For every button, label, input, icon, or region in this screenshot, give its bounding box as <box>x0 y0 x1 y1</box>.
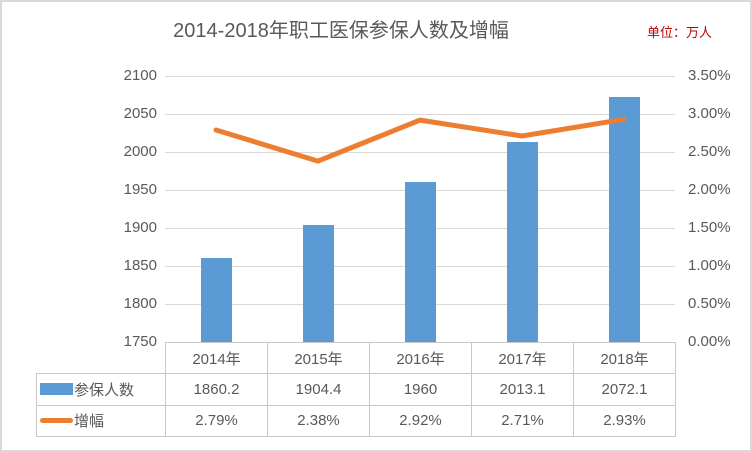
trend-line <box>213 116 627 164</box>
data-table: 2014年 2015年 2016年 2017年 2018年参保人数 1860.2 1904.… <box>36 341 676 438</box>
legend-cell: 参保人数 <box>36 373 166 406</box>
table-value-cell: 1860.2 <box>165 373 268 406</box>
left-axis-tick-label: 2000 <box>123 143 157 160</box>
chart-title: 2014-2018年职工医保参保人数及增幅 <box>173 20 509 42</box>
left-axis-tick-label: 1900 <box>123 219 157 236</box>
bar <box>303 224 334 342</box>
series-label: 增幅 <box>74 413 105 431</box>
right-axis-tick-label: 3.50% <box>688 67 731 84</box>
right-axis-tick-label: 0.50% <box>688 295 731 312</box>
right-axis-tick-label: 2.00% <box>688 181 731 198</box>
left-axis-tick-label: 1950 <box>123 181 157 198</box>
right-axis-tick-label: 2.50% <box>688 143 731 160</box>
gridline <box>165 114 675 115</box>
line-legend-swatch <box>40 418 73 424</box>
legend-key: 增幅 <box>37 410 165 431</box>
left-axis-tick-label: 2100 <box>123 67 157 84</box>
table-data-row: 参保人数 1860.2 1904.4 1960 2013.1 2072.1 <box>36 373 676 406</box>
table-value-cell: 2.79% <box>165 404 268 438</box>
left-axis-tick-label: 1800 <box>123 295 157 312</box>
bar <box>405 182 436 342</box>
table-corner-cell <box>36 342 166 375</box>
table-year-header: 2018年 <box>573 341 676 375</box>
left-axis-tick-label: 1850 <box>123 257 157 274</box>
bar <box>609 97 640 342</box>
legend-key: 参保人数 <box>37 379 165 400</box>
table-year-header: 2017年 <box>471 341 574 375</box>
right-axis-tick-label: 3.00% <box>688 105 731 122</box>
table-value-cell: 2.92% <box>369 404 472 438</box>
right-axis-tick-label: 0.00% <box>688 333 731 350</box>
line-series <box>213 116 627 164</box>
unit-label: 单位：万人 <box>646 25 712 40</box>
bar <box>201 258 232 342</box>
table-year-header: 2014年 <box>165 341 268 375</box>
table-value-cell: 2.38% <box>267 404 370 438</box>
plot-area <box>165 76 675 343</box>
left-axis-tick-label: 2050 <box>123 105 157 122</box>
table-value-cell: 1904.4 <box>267 373 370 406</box>
bar-legend-swatch <box>40 383 73 396</box>
table-data-row: 增幅 2.79% 2.38% 2.92% 2.71% 2.93% <box>36 404 676 438</box>
table-year-header: 2015年 <box>267 341 370 375</box>
series-label: 参保人数 <box>74 381 135 399</box>
right-axis-tick-label: 1.00% <box>688 257 731 274</box>
table-header-row: 2014年 2015年 2016年 2017年 2018年 <box>36 341 676 375</box>
gridline <box>165 76 675 77</box>
table-value-cell: 2.71% <box>471 404 574 438</box>
table-value-cell: 1960 <box>369 373 472 406</box>
table-value-cell: 2013.1 <box>471 373 574 406</box>
table-value-cell: 2072.1 <box>573 373 676 406</box>
table-value-cell: 2.93% <box>573 404 676 438</box>
right-axis-tick-label: 1.50% <box>688 219 731 236</box>
gridline <box>165 152 675 153</box>
legend-cell: 增幅 <box>36 404 166 438</box>
table-year-header: 2016年 <box>369 341 472 375</box>
bar <box>507 142 538 342</box>
